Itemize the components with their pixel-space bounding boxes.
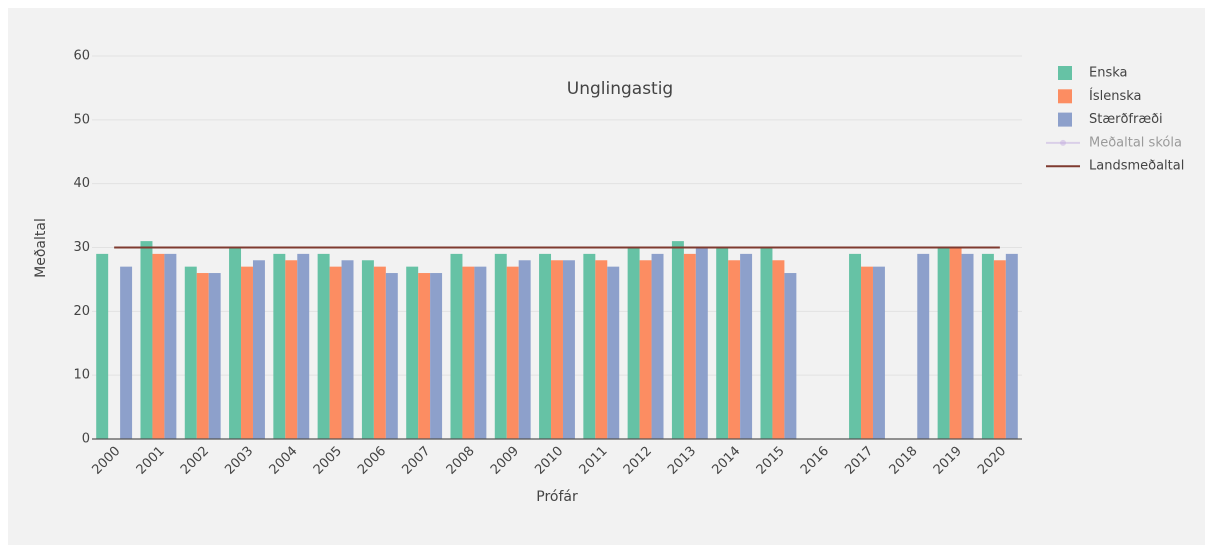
bar (208, 273, 221, 439)
bar (607, 266, 620, 439)
bar (562, 260, 575, 439)
bar (651, 253, 664, 439)
bar (671, 241, 684, 439)
y-tick-label: 30 (73, 240, 90, 255)
chart-title: Unglingastig (567, 79, 673, 99)
bar (474, 266, 487, 439)
legend-swatch (1058, 66, 1072, 80)
bar (229, 247, 242, 439)
y-axis-label: Meðaltal (33, 218, 49, 278)
bar (1005, 253, 1018, 439)
bar (152, 253, 165, 439)
bar (849, 253, 862, 439)
bar (120, 266, 133, 439)
bar (716, 247, 729, 439)
legend-label: Íslenska (1089, 88, 1142, 104)
y-tick-label: 50 (73, 112, 90, 127)
bar (406, 266, 419, 439)
bar (373, 266, 386, 439)
bar (361, 260, 374, 439)
y-tick-label: 10 (73, 368, 90, 383)
bar (285, 260, 298, 439)
bar (273, 253, 286, 439)
bar (140, 241, 153, 439)
bar (872, 266, 885, 439)
legend-label: Landsmeðaltal (1089, 159, 1184, 174)
bar (329, 266, 342, 439)
bar (196, 273, 209, 439)
bar (784, 273, 797, 439)
bar (297, 253, 310, 439)
legend-marker (1060, 139, 1066, 146)
legend-label: Enska (1089, 66, 1128, 81)
legend-swatch (1058, 112, 1072, 127)
bar (450, 253, 463, 439)
bar (627, 247, 640, 439)
y-tick-label: 60 (73, 49, 90, 64)
bar (184, 266, 197, 439)
bar (595, 260, 608, 439)
bar (494, 253, 507, 439)
bar (418, 273, 431, 439)
bar (937, 247, 950, 439)
bar (462, 266, 475, 439)
bar (164, 253, 177, 439)
bar (551, 260, 563, 439)
legend-swatch (1058, 89, 1072, 104)
bar (506, 266, 519, 439)
bar (993, 260, 1006, 439)
bar (695, 247, 708, 439)
x-axis-label: Prófár (536, 489, 578, 505)
bar (518, 260, 531, 439)
legend-label: Meðaltal skóla (1089, 135, 1182, 150)
bar (861, 266, 873, 439)
bar (252, 260, 265, 439)
bar (772, 260, 785, 439)
bar (639, 260, 652, 439)
bar (949, 247, 962, 439)
bar (430, 273, 443, 439)
bar (981, 253, 994, 439)
bar (241, 266, 253, 439)
y-tick-label: 0 (82, 432, 90, 447)
bar (385, 273, 398, 439)
bar (917, 253, 930, 439)
bar (341, 260, 354, 439)
bar (740, 253, 753, 439)
bar (760, 247, 773, 439)
bar (539, 253, 552, 439)
y-tick-label: 20 (73, 304, 90, 319)
bar (683, 253, 696, 439)
bar (96, 253, 109, 439)
bar (728, 260, 741, 439)
bar (317, 253, 330, 439)
bar (961, 253, 974, 439)
legend-label: Stærðfræði (1089, 112, 1163, 127)
y-tick-label: 40 (73, 176, 90, 191)
bar (583, 253, 596, 439)
